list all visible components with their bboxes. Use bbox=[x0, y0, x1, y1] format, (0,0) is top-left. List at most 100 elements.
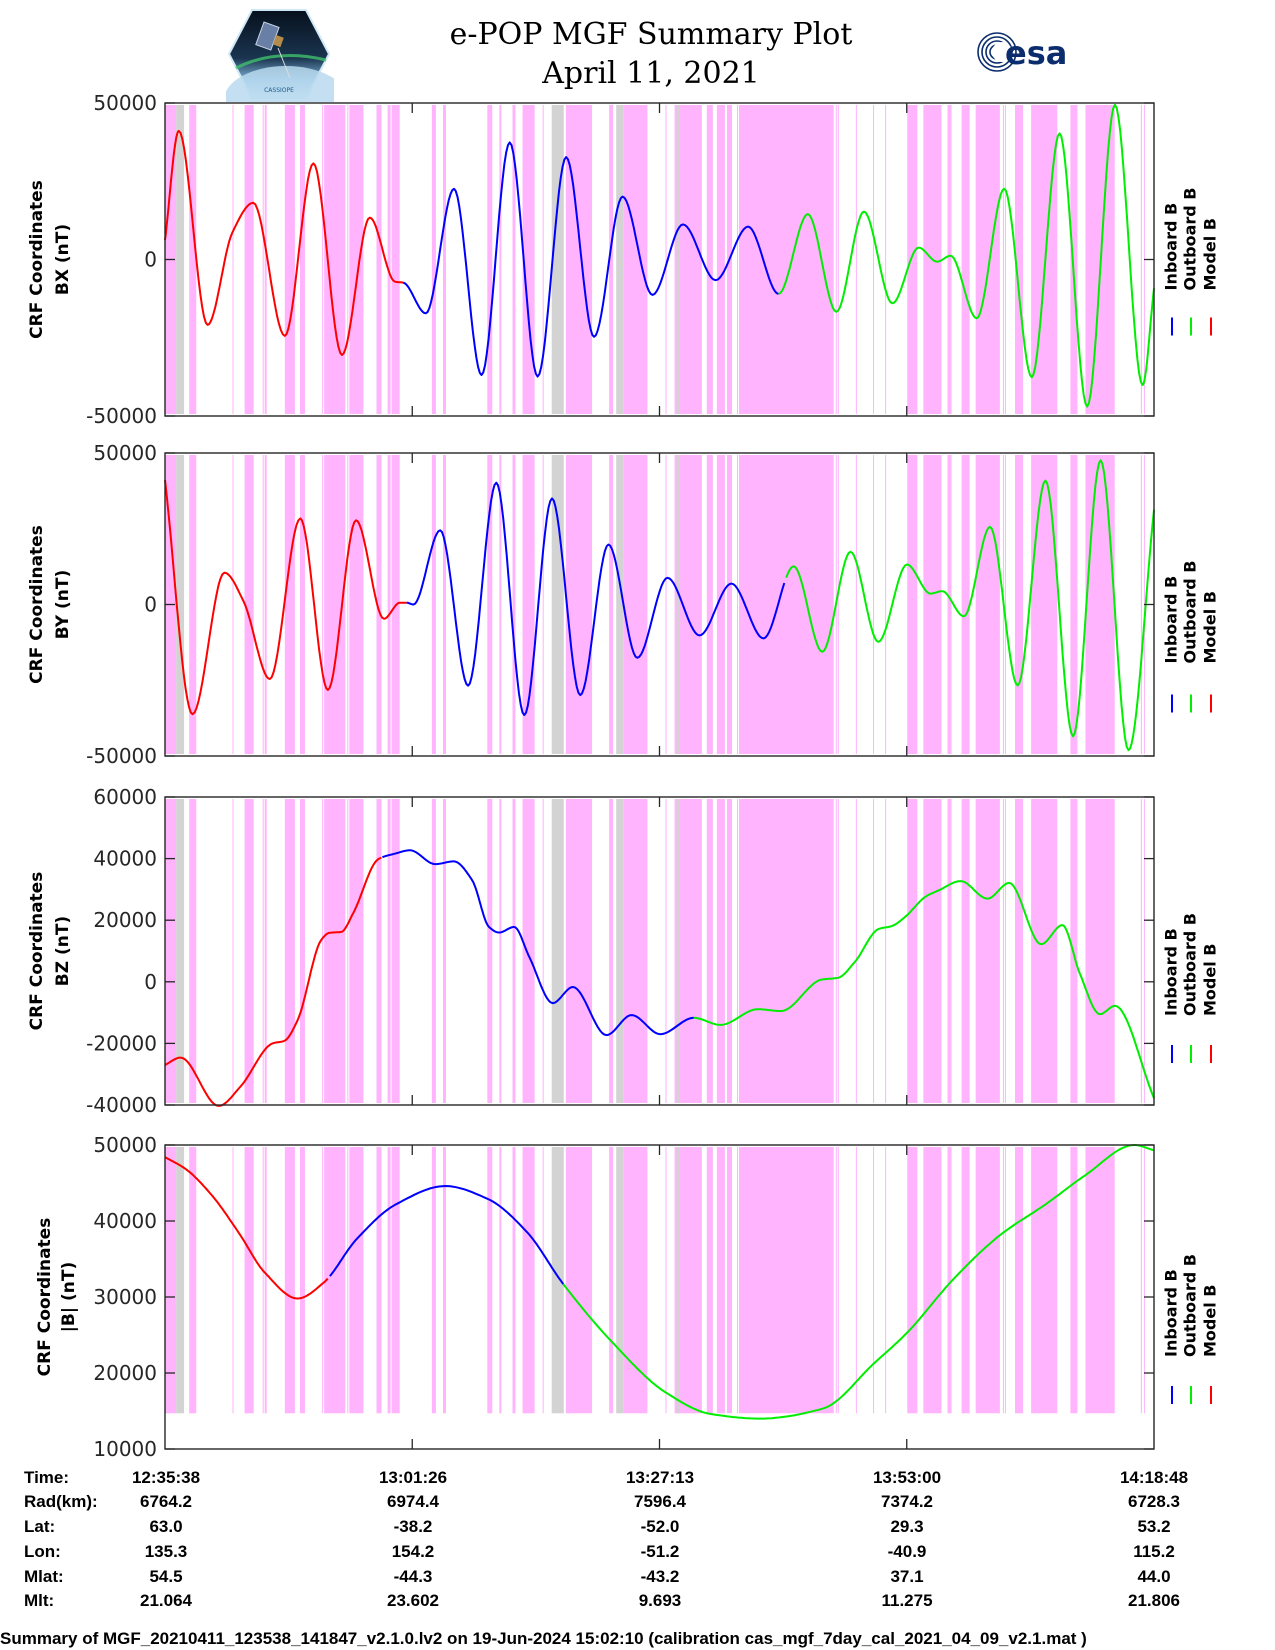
pink-band bbox=[431, 799, 436, 1103]
pink-band bbox=[947, 1147, 952, 1414]
legend-label: Outboard B bbox=[1181, 1254, 1200, 1357]
pink-band bbox=[665, 105, 667, 414]
y-axis-label: BY (nT) bbox=[53, 570, 73, 640]
ephemeris-value: -44.3 bbox=[393, 1567, 433, 1586]
pink-band bbox=[706, 1147, 713, 1414]
pink-band bbox=[565, 1147, 593, 1414]
pink-band bbox=[706, 105, 713, 414]
ephemeris-value: 14:18:48 bbox=[1119, 1468, 1189, 1487]
pink-band bbox=[349, 105, 364, 414]
legend-label: Inboard B bbox=[1162, 1269, 1181, 1357]
pink-band bbox=[1002, 105, 1004, 414]
ephemeris-row-label: Time: bbox=[24, 1468, 70, 1487]
pink-band bbox=[376, 105, 382, 414]
panel-2: 50000 0 -50000 CRF Coordinates BY (nT) Inboar… bbox=[27, 441, 1220, 768]
y-tick-label: -50000 bbox=[86, 744, 157, 768]
esa-logo-text: esa bbox=[1005, 34, 1067, 72]
ephemeris-value: 23.602 bbox=[387, 1591, 439, 1610]
pink-band bbox=[739, 455, 834, 754]
ephemeris-value: 13:27:13 bbox=[625, 1468, 695, 1487]
y-axis-label: CRF Coordinates bbox=[27, 872, 47, 1031]
pink-band bbox=[623, 799, 648, 1103]
pink-band bbox=[609, 1147, 614, 1414]
pink-band bbox=[376, 455, 382, 754]
pink-band bbox=[262, 105, 264, 414]
ephemeris-value: 21.064 bbox=[140, 1591, 192, 1610]
pink-band bbox=[565, 799, 593, 1103]
pink-band bbox=[299, 1147, 305, 1414]
series-line-outboard-b bbox=[562, 1144, 1155, 1420]
pink-band bbox=[542, 105, 544, 414]
pink-band bbox=[284, 799, 295, 1103]
y-tick-label: 20000 bbox=[93, 1361, 157, 1385]
pink-band bbox=[947, 455, 952, 754]
pink-band bbox=[835, 105, 837, 414]
pink-band bbox=[907, 455, 918, 754]
pink-band bbox=[1140, 105, 1142, 414]
y-tick-label: 0 bbox=[144, 970, 157, 994]
series-line-outboard-b bbox=[785, 459, 1155, 752]
gray-band bbox=[551, 1147, 564, 1414]
pink-band bbox=[975, 455, 1000, 754]
ephemeris-value: -40.9 bbox=[887, 1542, 927, 1561]
pink-band bbox=[262, 455, 264, 754]
pink-band bbox=[1070, 1147, 1078, 1414]
legend-label: Model B bbox=[1201, 944, 1220, 1016]
ephemeris-value: -51.2 bbox=[640, 1542, 680, 1561]
series-line-inboard-b bbox=[406, 481, 786, 717]
y-tick-label: -20000 bbox=[86, 1031, 157, 1055]
pink-band bbox=[837, 1147, 839, 1414]
series-line-outboard-b bbox=[778, 103, 1155, 408]
pink-band bbox=[837, 799, 839, 1103]
legend-label: Outboard B bbox=[1181, 561, 1200, 664]
pink-band bbox=[609, 105, 614, 414]
pink-band bbox=[244, 1147, 254, 1414]
pink-band bbox=[665, 455, 667, 754]
pink-band bbox=[961, 1147, 970, 1414]
pink-band bbox=[885, 799, 887, 1103]
pink-band bbox=[873, 1147, 875, 1414]
pink-band bbox=[961, 455, 970, 754]
gray-band bbox=[676, 105, 680, 414]
pink-band bbox=[522, 455, 535, 754]
series-line-inboard-b bbox=[403, 141, 779, 378]
pink-band bbox=[431, 1147, 436, 1414]
pink-band bbox=[1031, 455, 1058, 754]
pink-band bbox=[487, 799, 493, 1103]
pink-band bbox=[431, 455, 436, 754]
pink-band bbox=[975, 799, 1000, 1103]
pink-band bbox=[512, 105, 516, 414]
cassiope-logo-text: CASSIOPE bbox=[264, 87, 294, 94]
pink-band bbox=[165, 799, 177, 1103]
y-tick-label: -40000 bbox=[86, 1093, 157, 1117]
pink-band bbox=[189, 105, 197, 414]
gray-band bbox=[616, 1147, 624, 1414]
ephemeris-row-label: Mlt: bbox=[24, 1591, 55, 1610]
series-line-inboard-b bbox=[329, 1185, 565, 1285]
pink-band bbox=[232, 799, 234, 1103]
pink-band bbox=[716, 455, 725, 754]
pink-band bbox=[324, 1147, 346, 1414]
ephemeris-value: 44.0 bbox=[1137, 1567, 1171, 1586]
pink-band bbox=[1002, 1147, 1004, 1414]
pink-band bbox=[726, 455, 733, 754]
pink-band bbox=[855, 105, 857, 414]
pink-band bbox=[623, 1147, 648, 1414]
cassiope-logo: CASSIOPE bbox=[226, 9, 334, 102]
pink-band bbox=[739, 799, 834, 1103]
pink-band bbox=[961, 105, 970, 414]
ephemeris-value: 63.0 bbox=[149, 1517, 183, 1536]
pink-band bbox=[1002, 799, 1004, 1103]
series-line-model-b bbox=[164, 129, 404, 356]
pink-band bbox=[837, 455, 839, 754]
y-tick-label: 0 bbox=[144, 593, 157, 617]
ephemeris-row-label: Lon: bbox=[24, 1542, 61, 1561]
ephemeris-row-label: Rad(km): bbox=[24, 1492, 98, 1511]
ephemeris-value: 115.2 bbox=[1133, 1542, 1175, 1561]
pink-band bbox=[1015, 1147, 1024, 1414]
pink-band bbox=[376, 1147, 382, 1414]
pink-band bbox=[322, 799, 324, 1103]
esa-logo: esa bbox=[977, 32, 1067, 72]
pink-band bbox=[499, 455, 502, 754]
pink-band bbox=[244, 105, 254, 414]
